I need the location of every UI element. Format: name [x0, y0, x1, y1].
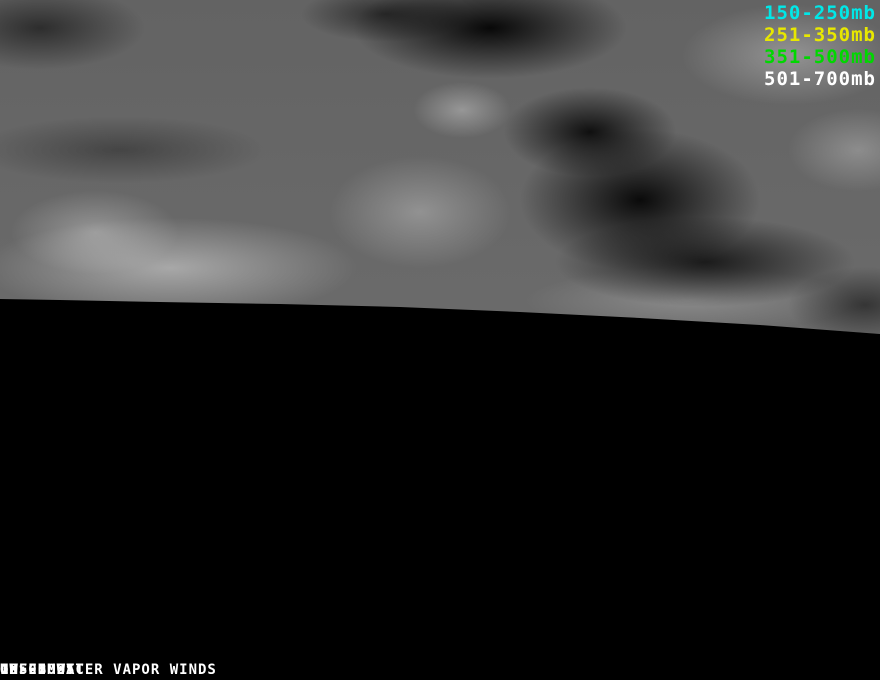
legend-item-150-250mb: 150-250mb	[764, 2, 876, 24]
water-vapor-image	[0, 0, 880, 334]
product-title: GMS-5 WATER VAPOR WINDS	[0, 662, 217, 678]
pressure-level-legend: 150-250mb 251-350mb 351-500mb 501-700mb	[764, 2, 876, 90]
legend-item-501-700mb: 501-700mb	[764, 68, 876, 90]
legend-item-251-350mb: 251-350mb	[764, 24, 876, 46]
source-credit: UW-CIMSS	[0, 662, 76, 678]
caption-bar: GMS-5 WATER VAPOR WINDS 18:00 UTC 09FEB0…	[0, 662, 880, 680]
valid-time: 18:00 UTC	[0, 662, 85, 678]
valid-date: 09FEB02	[0, 662, 67, 678]
legend-item-351-500mb: 351-500mb	[764, 46, 876, 68]
